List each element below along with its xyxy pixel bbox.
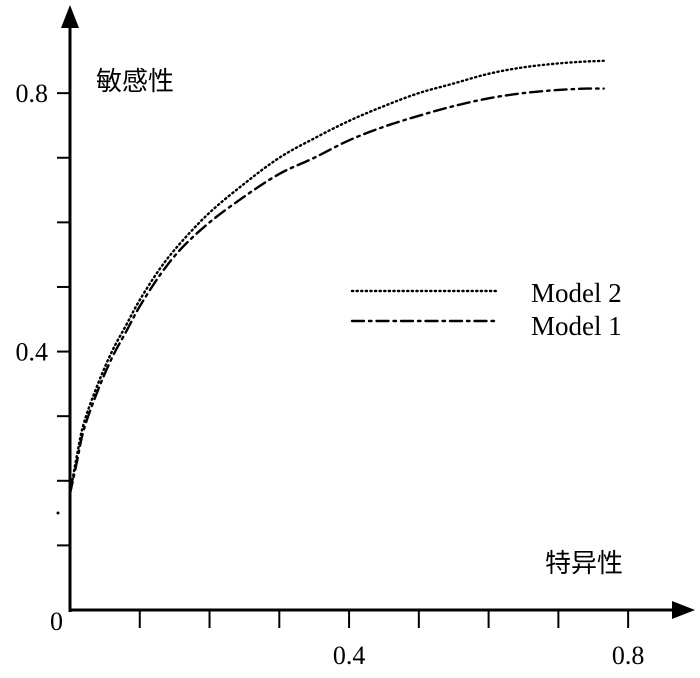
stray-dot	[56, 511, 60, 515]
series-line-model-1	[68, 87, 605, 495]
legend-label-model-1: Model 1	[531, 311, 622, 341]
curves	[68, 59, 605, 495]
axes	[61, 5, 695, 619]
x-tick-label-1: 0.8	[612, 641, 645, 670]
x-axis-title: 特异性	[545, 549, 623, 579]
ticks	[57, 92, 630, 628]
x-tick-label-0: 0.4	[333, 641, 366, 670]
y-tick-label-0: 0.4	[16, 338, 49, 367]
series-line-model-2	[68, 59, 605, 495]
y-tick-label-1: 0.8	[16, 79, 49, 108]
tick-labels: 0.4 0.8 0.4 0.8	[16, 79, 645, 670]
origin-label: 0	[50, 607, 63, 636]
y-axis-arrowhead	[61, 5, 79, 28]
x-axis-arrowhead	[672, 601, 695, 619]
legend-label-model-2: Model 2	[531, 278, 622, 308]
y-axis-title: 敏感性	[96, 67, 174, 97]
legend: Model 2 Model 1	[350, 278, 622, 341]
